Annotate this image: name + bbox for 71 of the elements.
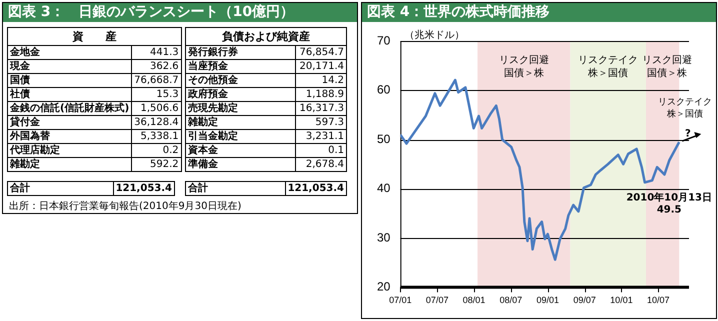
- category-label: その他預金: [186, 74, 296, 88]
- category-label: 金地金: [8, 46, 132, 60]
- y-tick-label: 30: [376, 230, 391, 244]
- category-label: 貸付金: [8, 116, 132, 130]
- category-label: 雑勘定: [8, 158, 132, 172]
- data-label: 1,506.6: [132, 102, 182, 116]
- category-label: 資本金: [186, 144, 296, 158]
- category-label: 売現先勘定: [186, 102, 296, 116]
- category-label: 当座預金: [186, 60, 296, 74]
- category-label: 社債: [8, 88, 132, 102]
- x-tick-label: 07/01: [389, 295, 412, 306]
- data-label: 121,053.4: [113, 182, 174, 196]
- x-tick-label: 08/01: [462, 295, 486, 306]
- text: 負債および純資産: [186, 28, 346, 46]
- y-tick-label: 20: [376, 280, 391, 294]
- data-label: 0.1: [296, 144, 346, 158]
- x-tick-label: 10/07: [647, 295, 670, 306]
- annotation: リスクテイク: [658, 97, 712, 108]
- x-tick-label: 09/07: [573, 295, 596, 306]
- data-label: 15.3: [132, 88, 182, 102]
- data-label: 14.2: [296, 74, 346, 88]
- annotation: 49.5: [656, 204, 682, 216]
- x-tick-label: 07/07: [426, 295, 448, 306]
- data-label: 5,338.1: [132, 130, 182, 144]
- category-label: 準備金: [186, 158, 296, 172]
- category-label: 国債: [8, 74, 132, 88]
- category-label: 雑勘定: [186, 116, 296, 130]
- data-label: 597.3: [296, 116, 346, 130]
- annotation: ?: [685, 128, 691, 140]
- category-label: 現金: [8, 60, 132, 74]
- text: 図表 3： 日銀のバランスシート（10億円）: [3, 3, 357, 22]
- y-tick-label: 50: [376, 132, 391, 146]
- data-label: 16,317.3: [296, 102, 346, 116]
- data-label: 76,668.7: [132, 74, 182, 88]
- y-tick-label: 60: [376, 82, 391, 97]
- annotation: 株＞国債: [587, 66, 628, 79]
- data-label: 76,854.7: [296, 46, 346, 60]
- band-label: リスク回避: [498, 54, 549, 66]
- data-label: 1,188.9: [296, 88, 346, 102]
- category-label: 金銭の信託(信託財産株式): [8, 102, 132, 116]
- y-tick-label: 40: [376, 181, 391, 196]
- x-tick-label: 09/01: [536, 295, 560, 306]
- category-label: 代理店勘定: [8, 144, 132, 158]
- data-label: 36,128.4: [132, 116, 182, 130]
- annotation: 2010年10月13日: [626, 192, 712, 204]
- data-label: 3,231.1: [296, 130, 346, 144]
- category-label: 合計: [8, 182, 114, 196]
- annotation: 国債＞株: [647, 66, 688, 79]
- category-label: 外国為替: [8, 130, 132, 144]
- chart-title: 図表 4：世界の株式時価推移: [362, 3, 716, 22]
- y-axis-title: （兆米ドル）: [404, 28, 464, 41]
- annotation: 国債＞株: [504, 66, 544, 79]
- category-label: 発行銀行券: [186, 46, 296, 60]
- data-label: 441.3: [132, 46, 182, 60]
- x-tick-label: 10/01: [610, 295, 633, 306]
- data-label: 20,171.4: [296, 60, 346, 74]
- data-label: 121,053.4: [285, 182, 346, 196]
- category-label: 合計: [186, 182, 286, 196]
- data-label: 362.6: [132, 60, 182, 74]
- series-label: 資 産: [8, 28, 182, 46]
- category-label: 引当金勘定: [186, 130, 296, 144]
- band-label: リスクテイク: [578, 54, 638, 66]
- data-label: 0.2: [132, 144, 182, 158]
- x-tick-label: 08/07: [500, 295, 522, 306]
- annotation: 株＞国債: [666, 108, 703, 120]
- category-label: 政府預金: [186, 88, 296, 102]
- band-label: リスク回避: [642, 54, 692, 66]
- y-tick-label: 70: [376, 34, 391, 48]
- data-label: 2,678.4: [296, 158, 346, 172]
- data-label: 592.2: [132, 158, 182, 172]
- text: 出所：日本銀行営業毎旬報告(2010年9月30日現在): [9, 200, 242, 213]
